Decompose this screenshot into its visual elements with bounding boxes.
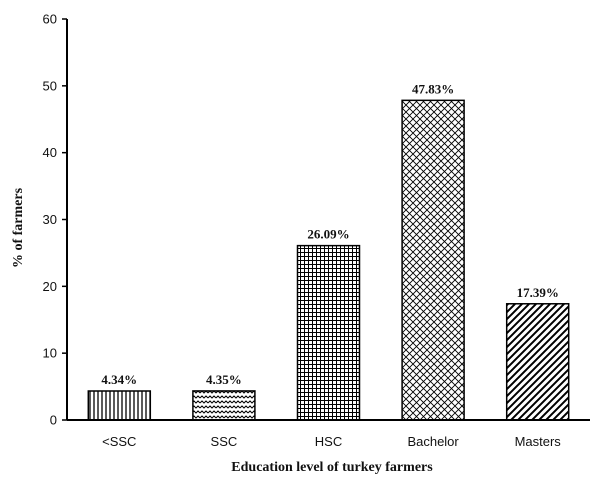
axes: [66, 19, 590, 421]
y-tick-label: 30: [43, 212, 57, 227]
y-axis-ticks: 0 10 20 30 40 50 60: [43, 12, 67, 428]
x-tick-label: HSC: [315, 434, 342, 449]
y-tick-label: 20: [43, 279, 57, 294]
data-label: 17.39%: [517, 285, 559, 300]
data-label: 26.09%: [307, 227, 349, 242]
x-tick-label: <SSC: [102, 434, 136, 449]
x-tick-label: Bachelor: [407, 434, 459, 449]
bars: 4.34% <SSC 4.35% SSC 26.09% HSC 47.83% Bachelor…: [87, 81, 570, 449]
y-tick-label: 40: [43, 145, 57, 160]
y-tick-label: 50: [43, 78, 57, 93]
data-label: 4.35%: [206, 372, 242, 387]
data-label: 4.34%: [101, 372, 137, 387]
bar-5: [505, 303, 570, 421]
bar-2: [192, 390, 256, 421]
x-tick-label: SSC: [211, 434, 238, 449]
bar-3: [296, 244, 361, 421]
x-axis-title: Education level of turkey farmers: [231, 460, 433, 475]
y-tick-label: 10: [43, 346, 57, 361]
y-tick-label: 0: [50, 413, 57, 428]
bar-1: [87, 390, 152, 421]
y-axis-title: % of farmers: [11, 187, 26, 268]
bar-4: [401, 99, 465, 421]
y-tick-label: 60: [43, 12, 57, 27]
data-label: 47.83%: [412, 81, 454, 96]
x-tick-label: Masters: [515, 434, 562, 449]
